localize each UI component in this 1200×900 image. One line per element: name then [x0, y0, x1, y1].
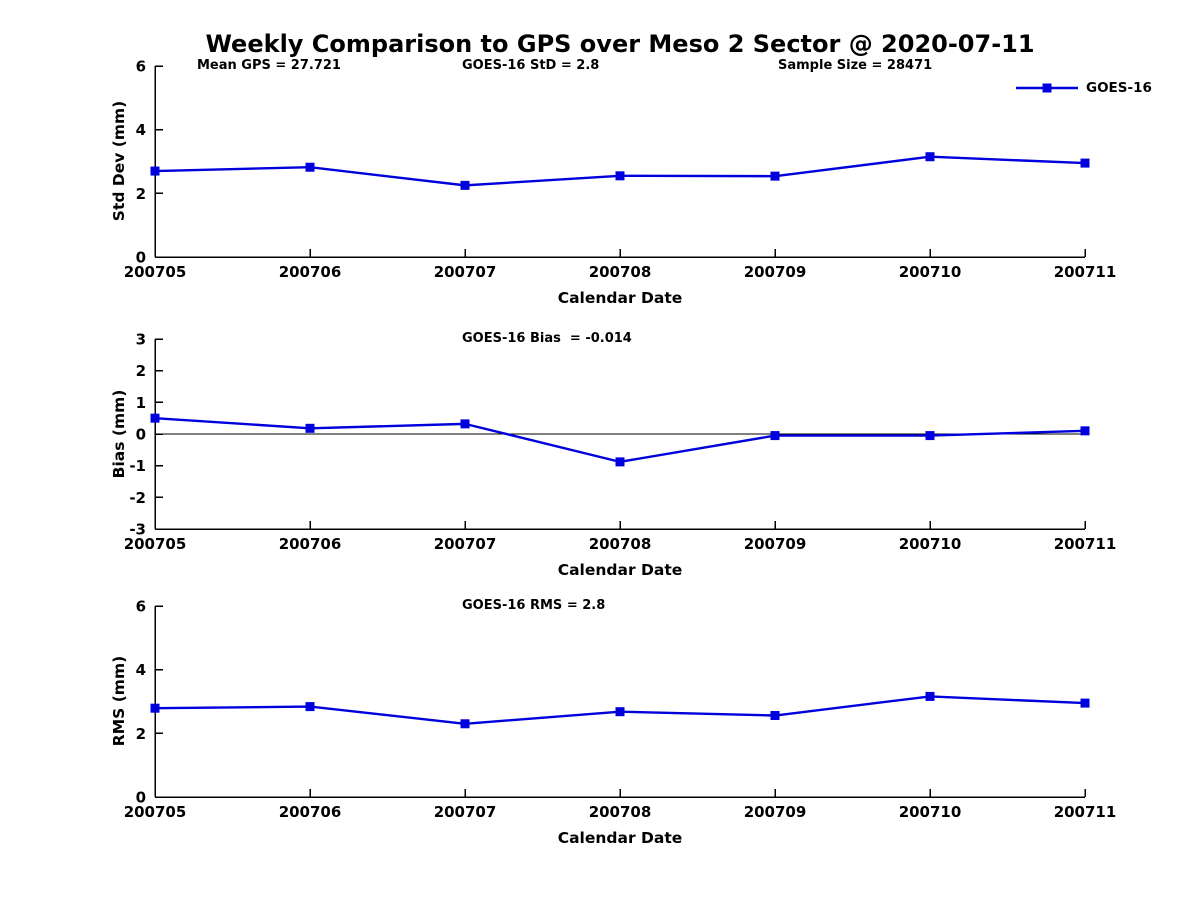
y-axis-label-bias: Bias (mm)	[110, 389, 128, 479]
series-marker-std-dev	[460, 180, 470, 190]
annotation-mean-gps: Mean GPS = 27.721	[197, 58, 341, 73]
series-marker-bias	[770, 431, 780, 441]
x-tick-label: 200708	[589, 263, 652, 281]
series-marker-rms	[460, 719, 470, 729]
series-marker-rms	[770, 711, 780, 721]
y-tick-label: -3	[129, 521, 146, 539]
y-tick-label: 6	[136, 58, 146, 76]
figure-title: Weekly Comparison to GPS over Meso 2 Sec…	[205, 30, 1035, 58]
y-tick-label: 2	[136, 725, 146, 743]
x-axis-label-calendar-date-3: Calendar Date	[557, 829, 683, 847]
y-tick-label: 4	[136, 121, 146, 139]
legend-label-goes16: GOES-16	[1086, 80, 1152, 96]
series-marker-bias	[460, 419, 470, 429]
series-marker-std-dev	[615, 171, 625, 181]
series-line-std-dev	[154, 155, 1086, 187]
series-marker-rms	[305, 702, 315, 712]
y-tick-label: 2	[136, 185, 146, 203]
annotation-sample-size: Sample Size = 28471	[778, 58, 933, 73]
x-tick-label: 200709	[744, 803, 807, 821]
series-marker-std-dev	[150, 166, 160, 176]
series-marker-std-dev	[1080, 158, 1090, 168]
x-tick-label: 200705	[124, 263, 187, 281]
annotation-goes16-std: GOES-16 StD = 2.8	[462, 58, 600, 73]
y-tick-label: 6	[136, 598, 146, 616]
legend-marker	[1042, 83, 1052, 93]
x-tick-label: 200710	[899, 535, 962, 553]
x-tick-label: 200708	[589, 803, 652, 821]
x-tick-label: 200710	[899, 803, 962, 821]
x-tick-label: 200705	[124, 535, 187, 553]
series-marker-rms	[615, 707, 625, 717]
x-tick-label: 200705	[124, 803, 187, 821]
annotation-goes16-bias: GOES-16 Bias = -0.014	[462, 331, 632, 346]
y-tick-label: 0	[136, 426, 146, 444]
series-marker-std-dev	[770, 171, 780, 181]
x-axis-label-calendar-date-2: Calendar Date	[557, 561, 683, 579]
y-tick-label: 3	[136, 331, 146, 349]
series-marker-bias	[150, 413, 160, 423]
y-axis-label-rms: RMS (mm)	[110, 655, 128, 747]
series-marker-bias	[1080, 426, 1090, 436]
x-tick-label: 200706	[279, 263, 342, 281]
x-tick-label: 200711	[1054, 803, 1117, 821]
y-tick-label: 1	[136, 394, 146, 412]
x-tick-label: 200706	[279, 803, 342, 821]
series-marker-rms	[150, 703, 160, 713]
y-tick-label: -1	[129, 457, 146, 475]
series-marker-std-dev	[305, 162, 315, 172]
x-tick-label: 200711	[1054, 535, 1117, 553]
annotation-goes16-rms: GOES-16 RMS = 2.8	[462, 598, 606, 613]
x-tick-label: 200710	[899, 263, 962, 281]
y-tick-label: 4	[136, 661, 146, 679]
y-tick-label: 2	[136, 362, 146, 380]
x-tick-label: 200708	[589, 535, 652, 553]
x-tick-label: 200709	[744, 263, 807, 281]
y-axis-label-std-dev: Std Dev (mm)	[110, 100, 128, 222]
series-marker-bias	[615, 457, 625, 467]
x-tick-label: 200707	[434, 535, 497, 553]
series-line-bias	[154, 416, 1086, 464]
x-tick-label: 200707	[434, 803, 497, 821]
x-tick-label: 200707	[434, 263, 497, 281]
y-tick-label: -2	[129, 489, 146, 507]
series-marker-std-dev	[925, 152, 935, 162]
series-marker-rms	[925, 691, 935, 701]
x-tick-label: 200709	[744, 535, 807, 553]
y-tick-label: 0	[136, 249, 146, 267]
x-tick-label: 200706	[279, 535, 342, 553]
series-marker-bias	[925, 431, 935, 441]
y-tick-label: 0	[136, 789, 146, 807]
series-marker-rms	[1080, 698, 1090, 708]
series-marker-bias	[305, 423, 315, 433]
x-axis-label-calendar-date-1: Calendar Date	[557, 289, 683, 307]
x-tick-label: 200711	[1054, 263, 1117, 281]
